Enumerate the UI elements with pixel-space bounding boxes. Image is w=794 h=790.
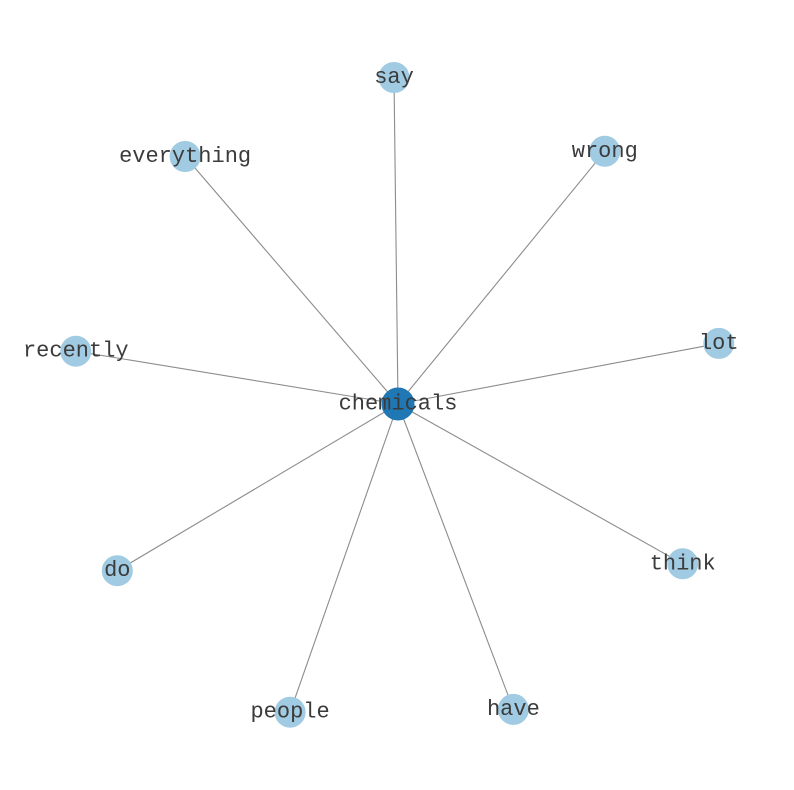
svg-text:people: people <box>250 700 329 725</box>
svg-text:everything: everything <box>119 144 251 169</box>
svg-text:do: do <box>104 558 130 583</box>
svg-text:think: think <box>650 551 716 576</box>
svg-text:have: have <box>487 697 540 722</box>
svg-text:recently: recently <box>23 339 129 364</box>
svg-text:chemicals: chemicals <box>339 392 458 417</box>
svg-text:say: say <box>374 65 414 90</box>
svg-text:lot: lot <box>699 331 739 356</box>
svg-text:wrong: wrong <box>572 139 638 164</box>
